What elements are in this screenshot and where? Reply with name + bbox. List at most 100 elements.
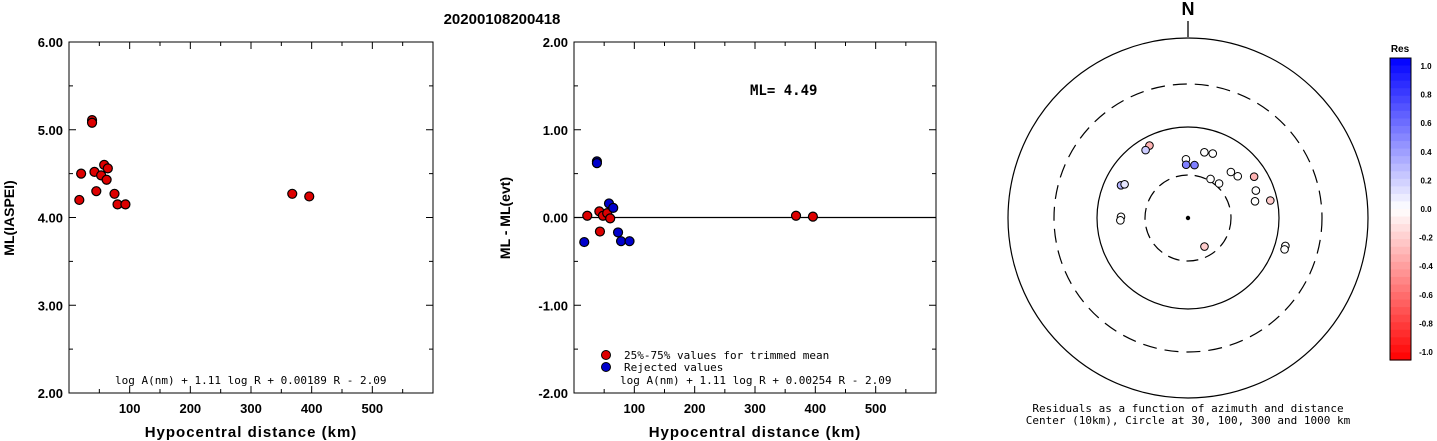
colorbar-frame (1389, 57, 1412, 361)
colorbar-tick-label: 0.4 (1420, 148, 1432, 157)
plot2-xtick-label: 500 (865, 401, 887, 416)
plot1-ytick-label: 3.00 (38, 298, 63, 313)
epicenter-marker (1185, 215, 1191, 221)
station-marker (1250, 196, 1260, 206)
colorbar-segment (1390, 58, 1411, 67)
colorbar-tick-label: -0.2 (1419, 234, 1433, 243)
legend-marker-trimmed (601, 350, 611, 360)
station-marker (1280, 245, 1289, 254)
plot2-data-point (608, 202, 619, 213)
plot1-data-point (287, 188, 298, 199)
plot2-data-point (605, 213, 616, 224)
figure-title: 20200108200418 (444, 11, 561, 28)
legend-label-trimmed: 25%-75% values for trimmed mean (624, 349, 829, 362)
colorbar-segment (1390, 352, 1411, 361)
ring-1000km (1007, 37, 1369, 399)
colorbar-segment (1390, 193, 1411, 203)
plot2-ytick-label: 0.00 (543, 211, 568, 226)
colorbar-segment (1390, 261, 1411, 270)
colorbar-segment (1390, 284, 1411, 293)
colorbar-tick-label: 0.0 (1420, 205, 1432, 214)
station-marker (1190, 160, 1199, 170)
residual-colorbar: Res 1.0 0.8 0.6 0.4 0.2 0.0 -0.2 -0.4 -0.6 -0.8 -1… (1389, 44, 1433, 361)
plot2-data-point (582, 210, 593, 221)
colorbar-segment (1390, 186, 1411, 195)
plot1-data-point (76, 168, 87, 179)
plot1-xtick-label: 200 (179, 401, 201, 416)
plot2-data-point (579, 236, 590, 248)
plot1-data-point (304, 191, 315, 202)
plot1-data-point (74, 194, 85, 206)
colorbar-segment (1390, 216, 1411, 225)
colorbar-tick-label: 1.0 (1420, 62, 1432, 71)
colorbar-segment (1390, 118, 1411, 127)
plot1-xlabel: Hypocentral distance (km) (145, 424, 358, 441)
colorbar-segment (1390, 209, 1411, 218)
station-marker (1249, 172, 1259, 181)
ring-30km (1144, 174, 1232, 262)
ring-100km (1096, 126, 1280, 310)
colorbar-segment (1390, 307, 1411, 316)
colorbar-tick-label: 0.2 (1420, 176, 1432, 185)
colorbar-segment (1390, 163, 1411, 172)
plot2-xtick-label: 200 (684, 401, 706, 416)
colorbar-tick-label: 0.8 (1420, 91, 1432, 100)
colorbar-segment (1390, 224, 1411, 233)
plot1-data-point (101, 174, 112, 185)
colorbar-segment (1390, 329, 1411, 338)
station-marker (1214, 179, 1224, 188)
colorbar-tick-label: -0.8 (1419, 319, 1433, 328)
plot1-data-point (120, 199, 131, 210)
colorbar-tick-label: -0.6 (1419, 291, 1433, 300)
colorbar-tick-label: -1.0 (1419, 348, 1433, 357)
colorbar-segment (1390, 337, 1411, 346)
plot2-xtick-label: 300 (744, 401, 766, 416)
station-marker (1266, 196, 1275, 205)
colorbar-segment (1390, 246, 1411, 255)
colorbar-segment (1390, 292, 1411, 301)
residual-vs-distance-plot: -2.00 -1.00 0.00 1.00 2.00 100 200 300 400 500 M… (497, 35, 937, 441)
colorbar-segment (1390, 269, 1411, 278)
colorbar-segment (1390, 231, 1411, 240)
colorbar-segment (1390, 148, 1411, 157)
station-marker (1226, 167, 1236, 177)
plot1-frame (68, 41, 434, 394)
colorbar-segment (1390, 314, 1411, 323)
plot2-data-point (790, 210, 802, 221)
plot2-data-point (612, 227, 624, 238)
station-marker (1208, 149, 1218, 158)
colorbar-segment (1390, 276, 1411, 286)
plot1-ytick-label: 2.00 (38, 386, 63, 401)
map-caption-line2: Center (10km), Circle at 30, 100, 300 an… (1026, 414, 1351, 427)
legend-marker-rejected (601, 362, 611, 372)
plot1-xtick-label: 400 (301, 401, 323, 416)
plot1-ytick-label: 6.00 (38, 35, 63, 50)
colorbar-segment (1390, 80, 1411, 89)
ring-300km (1053, 83, 1323, 353)
plot2-xlabel: Hypocentral distance (km) (649, 424, 862, 441)
station-marker (1233, 171, 1243, 181)
ml-vs-distance-plot: 2.00 3.00 4.00 5.00 6.00 100 200 300 400 500 ML(… (1, 35, 434, 441)
plot1-ytick-label: 5.00 (38, 123, 63, 138)
plot2-data-point (591, 157, 603, 169)
station-marker (1120, 179, 1129, 189)
station-marker (1116, 216, 1125, 225)
colorbar-tick-label: -0.4 (1419, 262, 1433, 271)
colorbar-segment (1390, 103, 1411, 112)
ml-annotation: ML= 4.49 (750, 83, 817, 99)
plot1-ytick-label: 4.00 (38, 211, 63, 226)
plot1-data-point (86, 117, 98, 128)
colorbar-segment (1390, 178, 1411, 187)
plot2-ytick-label: 1.00 (543, 123, 568, 138)
colorbar-segment (1390, 95, 1411, 104)
map-caption-line1: Residuals as a function of azimuth and d… (1032, 402, 1343, 415)
plot2-ytick-label: 2.00 (543, 35, 568, 50)
colorbar-segment (1390, 156, 1411, 165)
plot2-formula: log A(nm) + 1.11 log R + 0.00254 R - 2.0… (620, 374, 892, 387)
station-marker (1251, 186, 1261, 195)
colorbar-segment (1390, 88, 1411, 97)
station-marker (1200, 242, 1209, 251)
station-marker (1141, 145, 1150, 155)
colorbar-segment (1390, 344, 1411, 354)
